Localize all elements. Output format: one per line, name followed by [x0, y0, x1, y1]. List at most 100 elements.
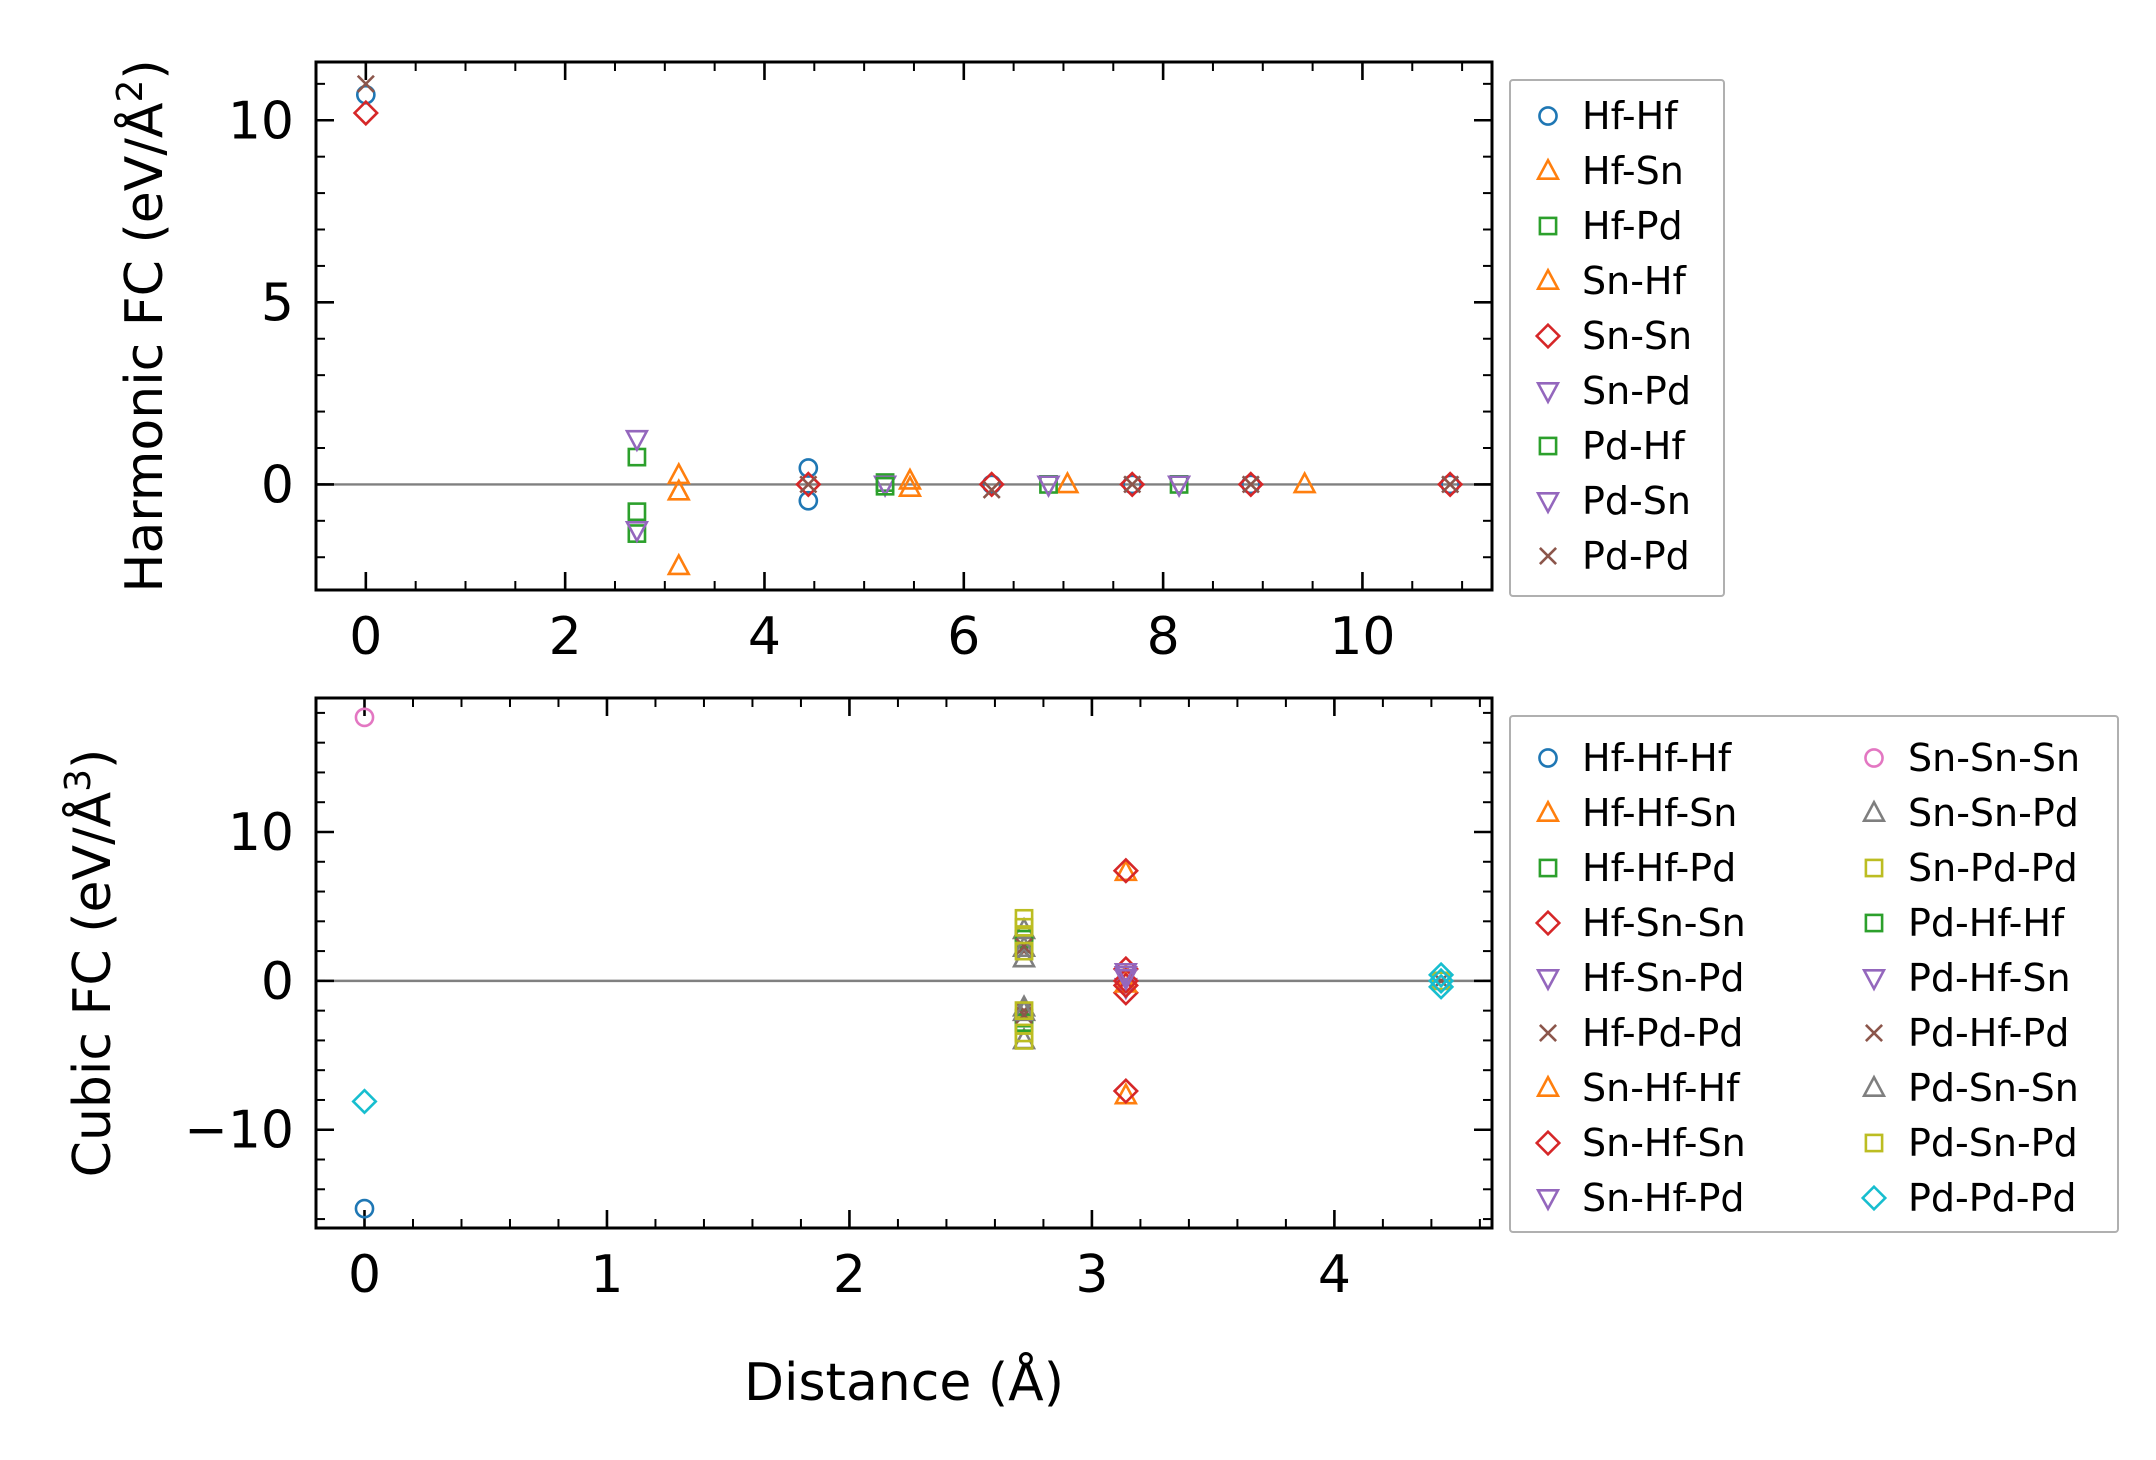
cubic-point-pd-pd-pd	[351, 1088, 378, 1115]
cubic-point-sn-hf-sn	[1112, 972, 1139, 999]
cubic-y-tick-label: 0	[261, 952, 294, 1012]
harmonic-x-tick-label: 10	[1329, 607, 1395, 667]
cubic-legend-label-pd-pd-pd: Pd-Pd-Pd	[1908, 1176, 2077, 1220]
cubic-legend-label-sn-pd-pd: Sn-Pd-Pd	[1908, 846, 2078, 890]
harmonic-point-sn-sn	[978, 471, 1005, 498]
cubic-x-tick-label: 1	[590, 1245, 623, 1305]
harmonic-x-tick-label: 2	[549, 607, 582, 667]
cubic-legend-marker-sn-hf-pd	[1535, 1189, 1561, 1212]
harmonic-point-pd-pd	[356, 74, 375, 93]
harmonic-point-hf-pd	[627, 502, 647, 522]
harmonic-point-hf-sn	[1055, 470, 1080, 494]
harmonic-y-tick-label: 0	[261, 455, 294, 515]
harmonic-legend-marker-sn-hf	[1535, 267, 1561, 290]
cubic-legend-label-sn-sn-pd: Sn-Sn-Pd	[1908, 791, 2079, 835]
cubic-legend-marker-pd-sn-sn	[1861, 1074, 1887, 1097]
harmonic-point-hf-hf	[1240, 474, 1261, 495]
cubic-x-tick-label: 3	[1075, 1245, 1108, 1305]
harmonic-point-sn-pd	[1036, 475, 1061, 498]
cubic-legend-marker-pd-hf-sn	[1861, 969, 1887, 992]
harmonic-legend-label-hf-sn: Hf-Sn	[1582, 149, 1684, 193]
harmonic-point-hf-hf	[981, 474, 1002, 495]
cubic-point-hf-sn-pd	[1113, 965, 1138, 989]
harmonic-legend-marker-pd-pd	[1538, 546, 1558, 566]
cubic-legend-marker-hf-hf-pd	[1538, 858, 1558, 878]
cubic-legend-label-hf-sn-sn: Hf-Sn-Sn	[1582, 901, 1746, 945]
cubic-legend-marker-sn-sn-sn	[1864, 748, 1884, 768]
harmonic-point-sn-hf	[897, 474, 923, 497]
cubic-ylabel: Cubic FC (eV/Å3)	[58, 749, 123, 1178]
cubic-legend-label-sn-sn-sn: Sn-Sn-Sn	[1908, 736, 2080, 780]
cubic-legend-label-pd-hf-pd: Pd-Hf-Pd	[1908, 1011, 2069, 1055]
harmonic-panel: 0 2 4 6 8 10 0 5 10 Harmonic FC (eV/Å2)	[110, 59, 1494, 667]
harmonic-point-sn-sn	[352, 99, 379, 127]
harmonic-legend-marker-hf-sn	[1535, 157, 1561, 180]
harmonic-legend-label-pd-hf: Pd-Hf	[1582, 424, 1686, 468]
cubic-panel: 0 1 2 3 4 −10 0 10 Cubic FC (eV/Å3)	[58, 696, 1494, 1305]
cubic-legend-marker-hf-pd-pd	[1538, 1023, 1558, 1043]
cubic-y-tick-label: −10	[184, 1101, 294, 1161]
cubic-legend-marker-sn-sn-pd	[1861, 799, 1887, 822]
cubic-axes-frame	[314, 696, 1494, 1230]
cubic-point-hf-sn-sn	[1112, 1077, 1139, 1105]
harmonic-legend-box	[1509, 79, 1725, 597]
harmonic-point-sn-pd	[624, 429, 649, 453]
harmonic-point-sn-sn	[795, 471, 822, 498]
harmonic-point-sn-sn	[1237, 471, 1264, 498]
cubic-point-pd-sn-sn	[1011, 934, 1037, 958]
harmonic-legend-label-sn-sn: Sn-Sn	[1582, 314, 1692, 358]
cubic-point-pd-sn-pd	[1014, 941, 1034, 961]
cubic-point-pd-sn-pd	[1014, 1023, 1034, 1043]
cubic-legend-label-pd-sn-sn: Pd-Sn-Sn	[1908, 1066, 2079, 1110]
harmonic-x-tick-label: 0	[349, 607, 382, 667]
cubic-legend-label-pd-hf-hf: Pd-Hf-Hf	[1908, 901, 2066, 945]
harmonic-point-hf-hf	[1122, 474, 1143, 495]
harmonic-point-sn-hf	[666, 478, 691, 501]
harmonic-point-pd-pd	[982, 480, 1001, 499]
cubic-legend-marker-pd-hf-pd	[1864, 1023, 1884, 1043]
harmonic-x-tick-label: 6	[947, 607, 980, 667]
harmonic-axes-frame	[314, 60, 1494, 592]
harmonic-legend-label-pd-sn: Pd-Sn	[1582, 479, 1691, 523]
harmonic-point-sn-pd	[872, 475, 898, 498]
harmonic-point-pd-pd	[1123, 475, 1142, 494]
cubic-legend-marker-hf-hf-hf	[1538, 748, 1558, 768]
cubic-point-sn-sn-sn	[354, 707, 375, 728]
harmonic-point-sn-sn	[1119, 471, 1146, 498]
harmonic-y-tick-label: 10	[228, 91, 294, 151]
harmonic-y-tick-label: 5	[261, 273, 294, 333]
harmonic-point-hf-sn	[1292, 470, 1317, 494]
cubic-legend-marker-hf-hf-sn	[1535, 799, 1561, 822]
harmonic-legend-label-pd-pd: Pd-Pd	[1582, 534, 1690, 578]
cubic-legend-box	[1509, 715, 2119, 1233]
harmonic-point-hf-hf	[1440, 474, 1460, 495]
cubic-legend-label-sn-hf-pd: Sn-Hf-Pd	[1582, 1176, 1745, 1220]
cubic-legend-marker-hf-sn-sn	[1534, 909, 1562, 937]
cubic-legend-label-hf-pd-pd: Hf-Pd-Pd	[1582, 1011, 1743, 1055]
cubic-point-pd-hf-pd	[1015, 937, 1034, 956]
cubic-x-tick-label: 2	[833, 1245, 866, 1305]
harmonic-legend-marker-sn-sn	[1534, 322, 1562, 350]
cubic-point-pd-sn-pd	[1014, 917, 1034, 937]
harmonic-legend-label-sn-pd: Sn-Pd	[1582, 369, 1691, 413]
cubic-legend-marker-pd-sn-pd	[1864, 1133, 1884, 1153]
cubic-legend-label-pd-sn-pd: Pd-Sn-Pd	[1908, 1121, 2078, 1165]
cubic-legend-label-hf-sn-pd: Hf-Sn-Pd	[1582, 956, 1745, 1000]
cubic-point-hf-sn-sn	[1112, 857, 1139, 884]
cubic-y-tick-label: 10	[228, 803, 294, 863]
harmonic-point-pd-pd	[799, 475, 818, 494]
harmonic-point-hf-sn	[897, 467, 923, 490]
cubic-point-sn-hf-pd	[1113, 968, 1138, 992]
cubic-legend-label-sn-hf-hf: Sn-Hf-Hf	[1582, 1066, 1741, 1110]
cubic-point-pd-pd-pd	[1427, 973, 1455, 1000]
cubic-legend-marker-pd-hf-hf	[1864, 913, 1884, 933]
cubic-point-pd-pd-pd	[1427, 961, 1455, 988]
harmonic-point-pd-pd	[1241, 475, 1260, 494]
harmonic-point-hf-hf	[798, 458, 819, 478]
cubic-legend-label-hf-hf-hf: Hf-Hf-Hf	[1582, 736, 1733, 780]
harmonic-legend: Hf-Hf Hf-Sn Hf-Pd Sn-Hf Sn-Sn Sn-Pd Pd-Hf Pd-Sn…	[1534, 94, 1692, 578]
cubic-point-hf-hf-sn	[1113, 858, 1138, 882]
cubic-legend-marker-sn-hf-hf	[1535, 1074, 1561, 1097]
harmonic-legend-label-sn-hf: Sn-Hf	[1582, 259, 1687, 303]
harmonic-x-tick-label: 4	[748, 607, 781, 667]
